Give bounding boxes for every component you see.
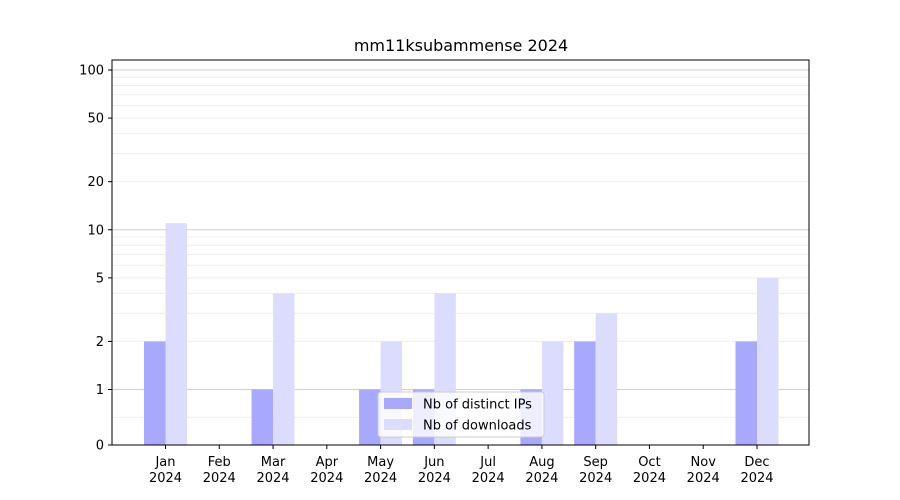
- x-axis: Jan2024Feb2024Mar2024Apr2024May2024Jun20…: [149, 445, 774, 486]
- bar: [251, 389, 274, 445]
- x-tick-label: May: [367, 455, 394, 470]
- x-tick-label: Dec: [744, 455, 769, 470]
- y-tick-label: 20: [87, 175, 104, 190]
- y-tick-label: 100: [79, 64, 104, 79]
- bar: [165, 223, 187, 445]
- bar: [757, 277, 779, 445]
- x-tick-label: 2024: [418, 471, 451, 486]
- plot-frame: [111, 59, 810, 446]
- legend: Nb of distinct IPs Nb of downloads: [377, 391, 545, 438]
- x-tick-label: 2024: [687, 471, 720, 486]
- bar: [144, 341, 166, 445]
- x-tick-label: Jun: [423, 455, 444, 470]
- x-tick-label: Sep: [583, 455, 608, 470]
- bar: [595, 313, 618, 445]
- y-tick-label: 10: [87, 223, 104, 238]
- y-tick-label: 0: [96, 439, 104, 454]
- legend-swatch: [384, 419, 412, 430]
- bar: [735, 341, 757, 445]
- chart-title: mm11ksubammense 2024: [354, 36, 568, 55]
- x-tick-label: Feb: [208, 455, 231, 470]
- x-tick-label: 2024: [149, 471, 182, 486]
- x-tick-label: Apr: [316, 455, 339, 470]
- x-tick-label: 2024: [364, 471, 397, 486]
- x-tick-label: 2024: [633, 471, 666, 486]
- x-tick-label: Oct: [638, 455, 660, 470]
- x-tick-label: 2024: [256, 471, 289, 486]
- y-tick-label: 2: [96, 335, 104, 350]
- legend-swatch: [384, 398, 412, 409]
- x-tick-label: 2024: [525, 471, 558, 486]
- x-tick-label: 2024: [740, 471, 773, 486]
- x-tick-label: 2024: [579, 471, 612, 486]
- legend-label: Nb of distinct IPs: [423, 398, 532, 413]
- x-tick-label: Nov: [691, 455, 717, 470]
- x-tick-label: Jan: [154, 455, 175, 470]
- y-tick-label: 5: [96, 271, 104, 286]
- y-tick-label: 50: [87, 112, 104, 127]
- x-tick-label: 2024: [310, 471, 343, 486]
- x-tick-label: Aug: [529, 455, 554, 470]
- y-tick-label: 1: [96, 383, 104, 398]
- grid-lines: [112, 69, 809, 418]
- bar: [574, 341, 596, 445]
- bar: [359, 389, 381, 445]
- bar: [541, 341, 564, 445]
- x-tick-label: 2024: [472, 471, 505, 486]
- x-tick-label: Mar: [261, 455, 286, 470]
- legend-box: [377, 391, 545, 438]
- x-tick-label: 2024: [203, 471, 236, 486]
- x-tick-label: Jul: [479, 455, 496, 470]
- y-axis: 0 1 2 5 10 20 50 100: [79, 64, 112, 454]
- bar: [273, 293, 295, 445]
- legend-label: Nb of downloads: [423, 419, 532, 434]
